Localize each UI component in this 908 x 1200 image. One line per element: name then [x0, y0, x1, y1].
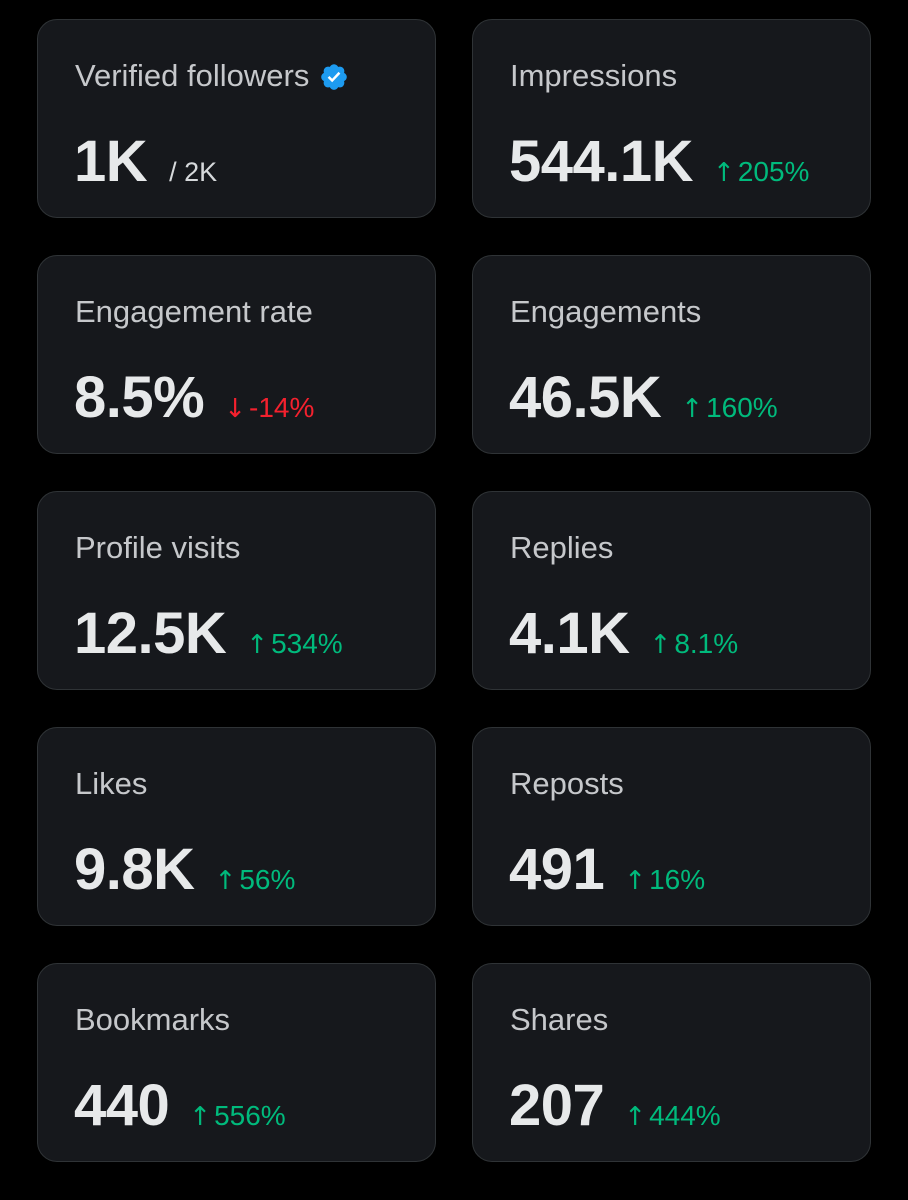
metric-value: 491	[509, 837, 605, 902]
metric-value: 1K	[74, 129, 148, 194]
metric-value-row: 46.5K ↑ 160%	[509, 362, 778, 434]
metric-value: 440	[74, 1073, 170, 1138]
metrics-grid: Verified followers 1K / 2K Impressions 5…	[37, 19, 871, 1162]
metric-label-wrapper: Verified followers	[75, 56, 349, 96]
metric-card-engagement-rate[interactable]: Engagement rate 8.5% ↓ -14%	[37, 255, 436, 454]
metric-value-row: 544.1K ↑ 205%	[509, 126, 809, 198]
arrow-up-icon: ↑	[624, 866, 647, 896]
metric-change-value: 205%	[737, 156, 810, 187]
metric-change-value: 16%	[649, 864, 706, 895]
metric-card-profile-visits[interactable]: Profile visits 12.5K ↑ 534%	[37, 491, 436, 690]
metric-value-row: 440 ↑ 556%	[74, 1070, 286, 1142]
arrow-up-icon: ↑	[681, 394, 704, 424]
metric-change-value: 8.1%	[674, 628, 739, 659]
metric-change-value: -14%	[249, 392, 315, 423]
metric-card-likes[interactable]: Likes 9.8K ↑ 56%	[37, 727, 436, 926]
metric-change: ↑ 8.1%	[650, 628, 739, 660]
arrow-up-icon: ↑	[214, 866, 237, 896]
arrow-up-icon: ↑	[189, 1102, 212, 1132]
metric-value-row: 12.5K ↑ 534%	[74, 598, 343, 670]
metric-change: ↑ 534%	[246, 628, 342, 660]
arrow-up-icon: ↑	[649, 630, 672, 660]
metric-change: ↑ 205%	[713, 156, 809, 188]
metric-value: 8.5%	[74, 365, 205, 430]
metric-goal: / 2K	[169, 157, 218, 187]
metric-value-row: 1K / 2K	[74, 126, 217, 198]
metric-change: ↑ 556%	[189, 1100, 285, 1132]
metric-change-value: 444%	[649, 1100, 721, 1131]
metric-label: Profile visits	[75, 530, 241, 565]
metric-label: Shares	[510, 1002, 609, 1037]
metric-label: Likes	[75, 766, 148, 801]
metric-card-replies[interactable]: Replies 4.1K ↑ 8.1%	[472, 491, 871, 690]
arrow-down-icon: ↓	[224, 394, 246, 424]
metric-value-row: 9.8K ↑ 56%	[74, 834, 295, 906]
metric-change-value: 56%	[239, 864, 296, 895]
metric-label: Impressions	[510, 58, 678, 93]
metric-label: Replies	[510, 530, 614, 565]
metric-value: 46.5K	[509, 365, 662, 430]
metric-card-bookmarks[interactable]: Bookmarks 440 ↑ 556%	[37, 963, 436, 1162]
metric-value: 9.8K	[74, 837, 195, 902]
metric-label: Verified followers	[75, 58, 310, 93]
metric-card-engagements[interactable]: Engagements 46.5K ↑ 160%	[472, 255, 871, 454]
metric-change: ↑ 160%	[681, 392, 777, 424]
metric-change: ↓ -14%	[224, 392, 314, 424]
metric-value-row: 207 ↑ 444%	[509, 1070, 721, 1142]
metric-card-impressions[interactable]: Impressions 544.1K ↑ 205%	[472, 19, 871, 218]
arrow-up-icon: ↑	[246, 630, 269, 660]
metric-value: 207	[509, 1073, 605, 1138]
metric-card-reposts[interactable]: Reposts 491 ↑ 16%	[472, 727, 871, 926]
metric-change-value: 556%	[214, 1100, 286, 1131]
metric-value: 4.1K	[509, 601, 630, 666]
metric-change-value: 160%	[706, 392, 778, 423]
arrow-up-icon: ↑	[624, 1102, 647, 1132]
metric-label: Engagement rate	[75, 294, 313, 329]
verified-badge-icon	[321, 64, 348, 90]
metric-value-row: 4.1K ↑ 8.1%	[509, 598, 738, 670]
metric-change: ↑ 444%	[624, 1100, 720, 1132]
metric-label: Reposts	[510, 766, 624, 801]
metric-value-row: 491 ↑ 16%	[509, 834, 705, 906]
metric-change: ↑ 56%	[215, 864, 296, 896]
metric-value: 12.5K	[74, 601, 227, 666]
metric-change-value: 534%	[271, 628, 343, 659]
metric-label: Engagements	[510, 294, 702, 329]
metric-label: Bookmarks	[75, 1002, 231, 1037]
metric-change: ↑ 16%	[624, 864, 705, 896]
metric-card-shares[interactable]: Shares 207 ↑ 444%	[472, 963, 871, 1162]
metric-card-verified-followers[interactable]: Verified followers 1K / 2K	[37, 19, 436, 218]
metric-value-row: 8.5% ↓ -14%	[74, 362, 314, 434]
arrow-up-icon: ↑	[713, 158, 735, 188]
metric-value: 544.1K	[509, 129, 694, 194]
